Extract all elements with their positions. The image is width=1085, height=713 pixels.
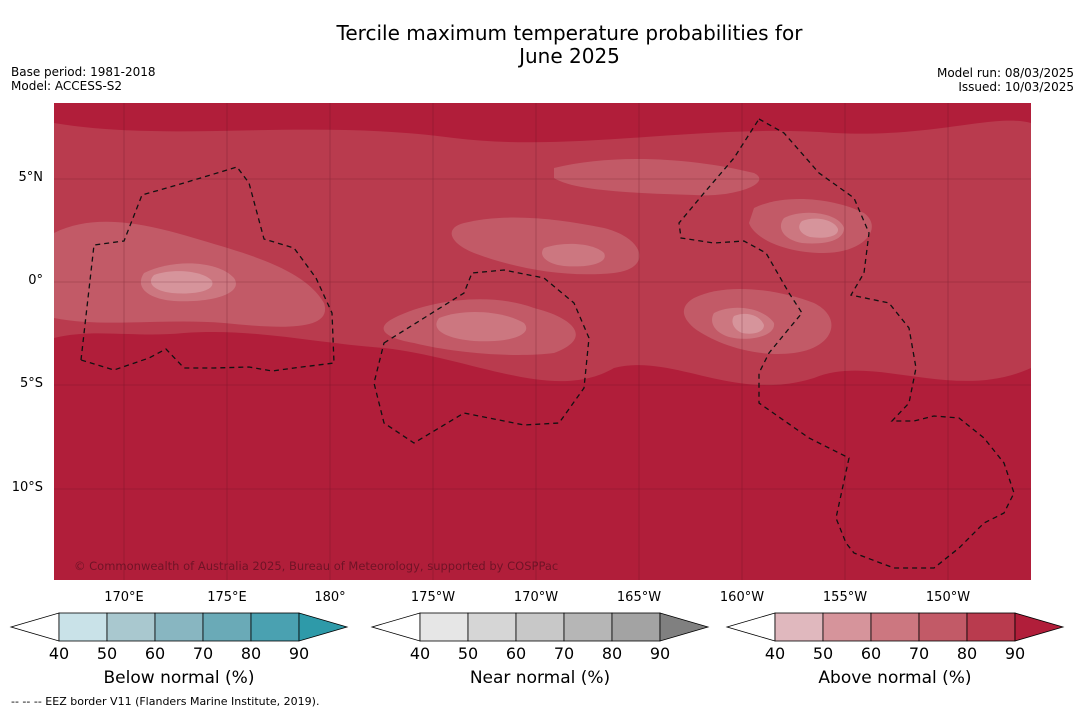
colorbar-near-tick-80: 80: [601, 644, 623, 663]
lon-label-160w: 160°W: [719, 590, 765, 605]
colorbar-near-segment-50: [467, 612, 517, 642]
issued-date: Issued: 10/03/2025: [958, 80, 1074, 94]
colorbar-near-tick-50: 50: [457, 644, 479, 663]
map-band-70-north: [554, 158, 760, 196]
meta-right: Model run: 08/03/2025 Issued: 10/03/2025: [937, 66, 1074, 94]
map-band-60-center-north: [542, 243, 605, 267]
colorbar-below-tick-50: 50: [96, 644, 118, 663]
colorbar-near-segment-60: [515, 612, 565, 642]
title-line-2: June 2025: [519, 44, 620, 68]
colorbar-above-segment-80: [966, 612, 1016, 642]
model-run: Model run: 08/03/2025: [936, 66, 1074, 80]
colorbar-below-segment-50: [106, 612, 156, 642]
map-band-50-west: [150, 271, 213, 294]
colorbar-above-tick-40: 40: [764, 644, 786, 663]
colorbar-near-tick-70: 70: [553, 644, 575, 663]
colorbar-near-segment-70: [563, 612, 613, 642]
colorbar-below-tick-90: 90: [288, 644, 310, 663]
model-name: Model: ACCESS-S2: [11, 79, 123, 93]
lon-label-180: 180°: [314, 590, 346, 605]
colorbar-near: [370, 612, 710, 642]
map-gridlines: [54, 103, 1031, 580]
colorbar-above-segment-70: [918, 612, 968, 642]
colorbar-near-title: Near normal (%): [469, 668, 611, 688]
lon-label-155w: 155°W: [822, 590, 868, 605]
colorbar-below-segment-60: [154, 612, 204, 642]
colorbar-near-low-extend: [370, 612, 421, 642]
colorbar-above-tick-50: 50: [812, 644, 834, 663]
colorbar-above-segment-40: [774, 612, 824, 642]
colorbar-above-segment-50: [822, 612, 872, 642]
colorbar-above-high-extend: [1014, 612, 1065, 642]
colorbar-below-tick-80: 80: [240, 644, 262, 663]
lat-label-10s: 10°S: [11, 480, 43, 495]
colorbar-near-tick-40: 40: [409, 644, 431, 663]
colorbar-near-segment-40: [419, 612, 469, 642]
lon-label-165w: 165°W: [616, 590, 662, 605]
colorbar-above-tick-70: 70: [908, 644, 930, 663]
colorbar-below-tick-70: 70: [192, 644, 214, 663]
colorbar-above-title: Above normal (%): [818, 668, 972, 688]
map-panel: [54, 103, 1031, 580]
lon-label-175e: 175°E: [207, 590, 247, 605]
map-band-50-northeast: [799, 218, 839, 238]
colorbar-below-tick-40: 40: [48, 644, 70, 663]
copyright-credit: © Commonwealth of Australia 2025, Bureau…: [74, 559, 559, 573]
colorbar-above-tick-60: 60: [860, 644, 882, 663]
eez-border-east: [678, 118, 1015, 569]
colorbars: [9, 612, 1065, 642]
eez-footnote: -- -- -- EEZ border V11 (Flanders Marine…: [11, 695, 320, 708]
meta-left: Base period: 1981-2018 Model: ACCESS-S2: [11, 65, 156, 93]
map-band-50-east: [732, 313, 764, 334]
colorbar-near-segment-80: [611, 612, 661, 642]
lon-label-150w: 150°W: [925, 590, 971, 605]
colorbar-below-title: Below normal (%): [103, 668, 255, 688]
colorbar-below-low-extend: [9, 612, 60, 642]
colorbar-below-segment-80: [250, 612, 300, 642]
title-line-1: Tercile maximum temperature probabilitie…: [336, 21, 803, 45]
colorbar-above-tick-80: 80: [956, 644, 978, 663]
lon-label-170e: 170°E: [104, 590, 144, 605]
colorbar-below-segment-70: [202, 612, 252, 642]
colorbar-near-high-extend: [659, 612, 710, 642]
eez-borders: [80, 118, 1015, 569]
colorbar-below-segment-40: [58, 612, 108, 642]
colorbar-below: [9, 612, 349, 642]
lat-label-0: 0°: [28, 273, 43, 288]
eez-border-center: [373, 269, 590, 444]
lon-label-175w: 175°W: [410, 590, 456, 605]
map-title: Tercile maximum temperature probabilitie…: [0, 22, 1085, 68]
lat-label-5s: 5°S: [19, 376, 43, 391]
colorbar-above-segment-60: [870, 612, 920, 642]
colorbar-above-low-extend: [725, 612, 776, 642]
colorbar-above: [725, 612, 1065, 642]
colorbar-below-high-extend: [298, 612, 349, 642]
colorbar-above-tick-90: 90: [1004, 644, 1026, 663]
colorbar-below-tick-60: 60: [144, 644, 166, 663]
map-band-60-center: [436, 311, 527, 342]
colorbar-near-tick-90: 90: [649, 644, 671, 663]
lat-label-5n: 5°N: [18, 170, 44, 185]
lon-label-170w: 170°W: [513, 590, 559, 605]
probability-map: [54, 103, 1031, 580]
base-period: Base period: 1981-2018: [11, 65, 156, 79]
eez-border-west: [80, 166, 335, 372]
colorbar-near-tick-60: 60: [505, 644, 527, 663]
